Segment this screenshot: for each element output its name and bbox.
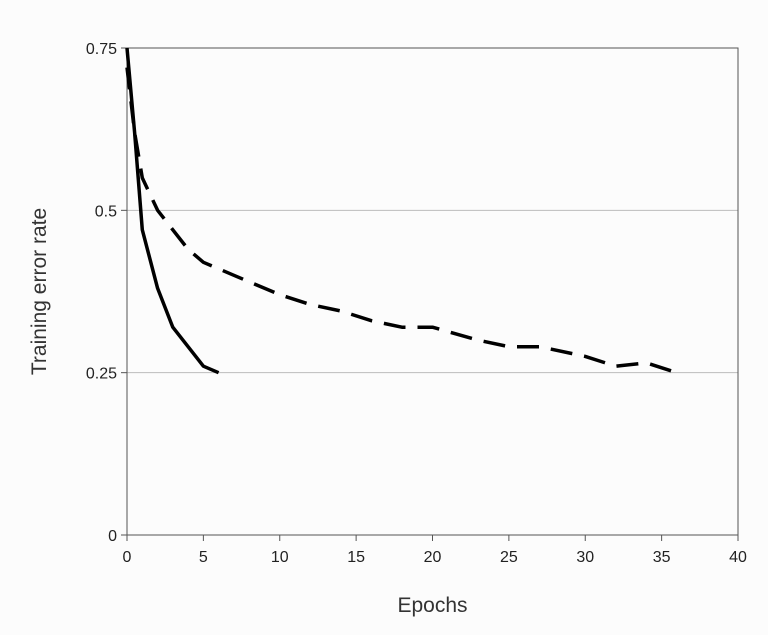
- y-tick-label-2: 0.5: [95, 203, 117, 220]
- x-tick-label-0: 0: [123, 549, 132, 566]
- x-tick-label-3: 15: [347, 549, 365, 566]
- x-tick-label-8: 40: [729, 549, 747, 566]
- y-tick-label-0: 0: [108, 528, 117, 545]
- y-tick-label-1: 0.25: [86, 366, 117, 383]
- x-tick-label-4: 20: [424, 549, 442, 566]
- y-axis-ticks: 0 0.25 0.5 0.75: [86, 41, 127, 545]
- series-line-dashed: [125, 67, 678, 375]
- series-lines: [125, 47, 678, 375]
- x-tick-label-5: 25: [500, 549, 518, 566]
- y-tick-label-3: 0.75: [86, 41, 117, 58]
- x-tick-label-7: 35: [653, 549, 671, 566]
- y-axis-title: Training error rate: [28, 208, 51, 375]
- x-tick-label-2: 10: [271, 549, 289, 566]
- x-axis-title: Epochs: [397, 594, 467, 617]
- x-tick-label-6: 30: [576, 549, 594, 566]
- gridlines: [127, 209, 738, 374]
- x-axis-ticks: 0 5 10 15 20 25 30 35 40: [123, 535, 747, 566]
- x-tick-label-1: 5: [199, 549, 208, 566]
